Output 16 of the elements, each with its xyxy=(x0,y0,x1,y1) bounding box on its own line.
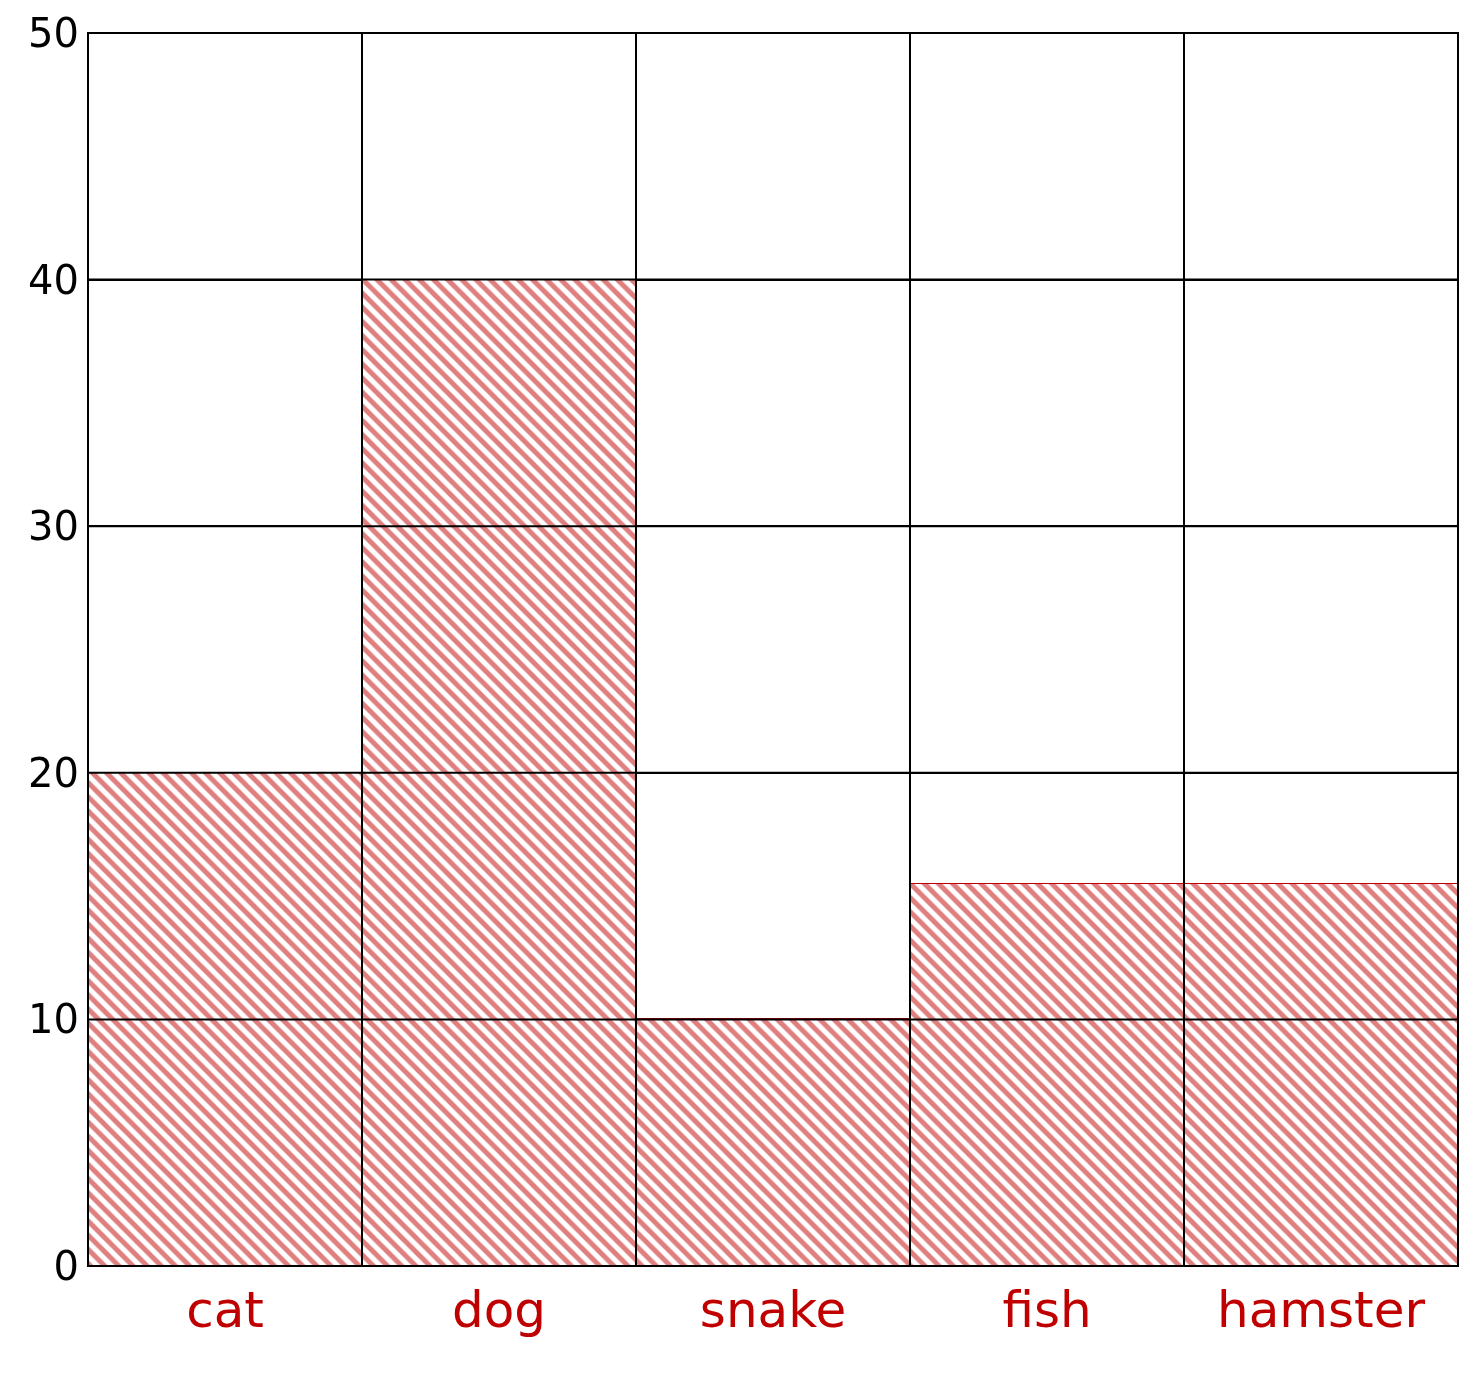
x-tick-label: snake xyxy=(699,1281,847,1339)
x-tick-label: hamster xyxy=(1216,1281,1426,1339)
bar xyxy=(635,1018,910,1266)
y-tick-label: 10 xyxy=(28,996,79,1043)
y-tick-label: 0 xyxy=(53,1243,79,1289)
y-tick-label: 20 xyxy=(28,749,79,796)
bar xyxy=(1183,883,1458,1266)
bar xyxy=(909,883,1184,1266)
bar xyxy=(361,279,636,1266)
y-tick-label: 40 xyxy=(28,256,79,303)
x-tick-label: dog xyxy=(451,1281,547,1339)
y-tick-label: 30 xyxy=(28,503,79,550)
bar xyxy=(88,772,362,1266)
x-tick-label: fish xyxy=(1002,1281,1092,1339)
x-tick-label: cat xyxy=(186,1281,264,1339)
y-tick-label: 50 xyxy=(28,10,79,56)
